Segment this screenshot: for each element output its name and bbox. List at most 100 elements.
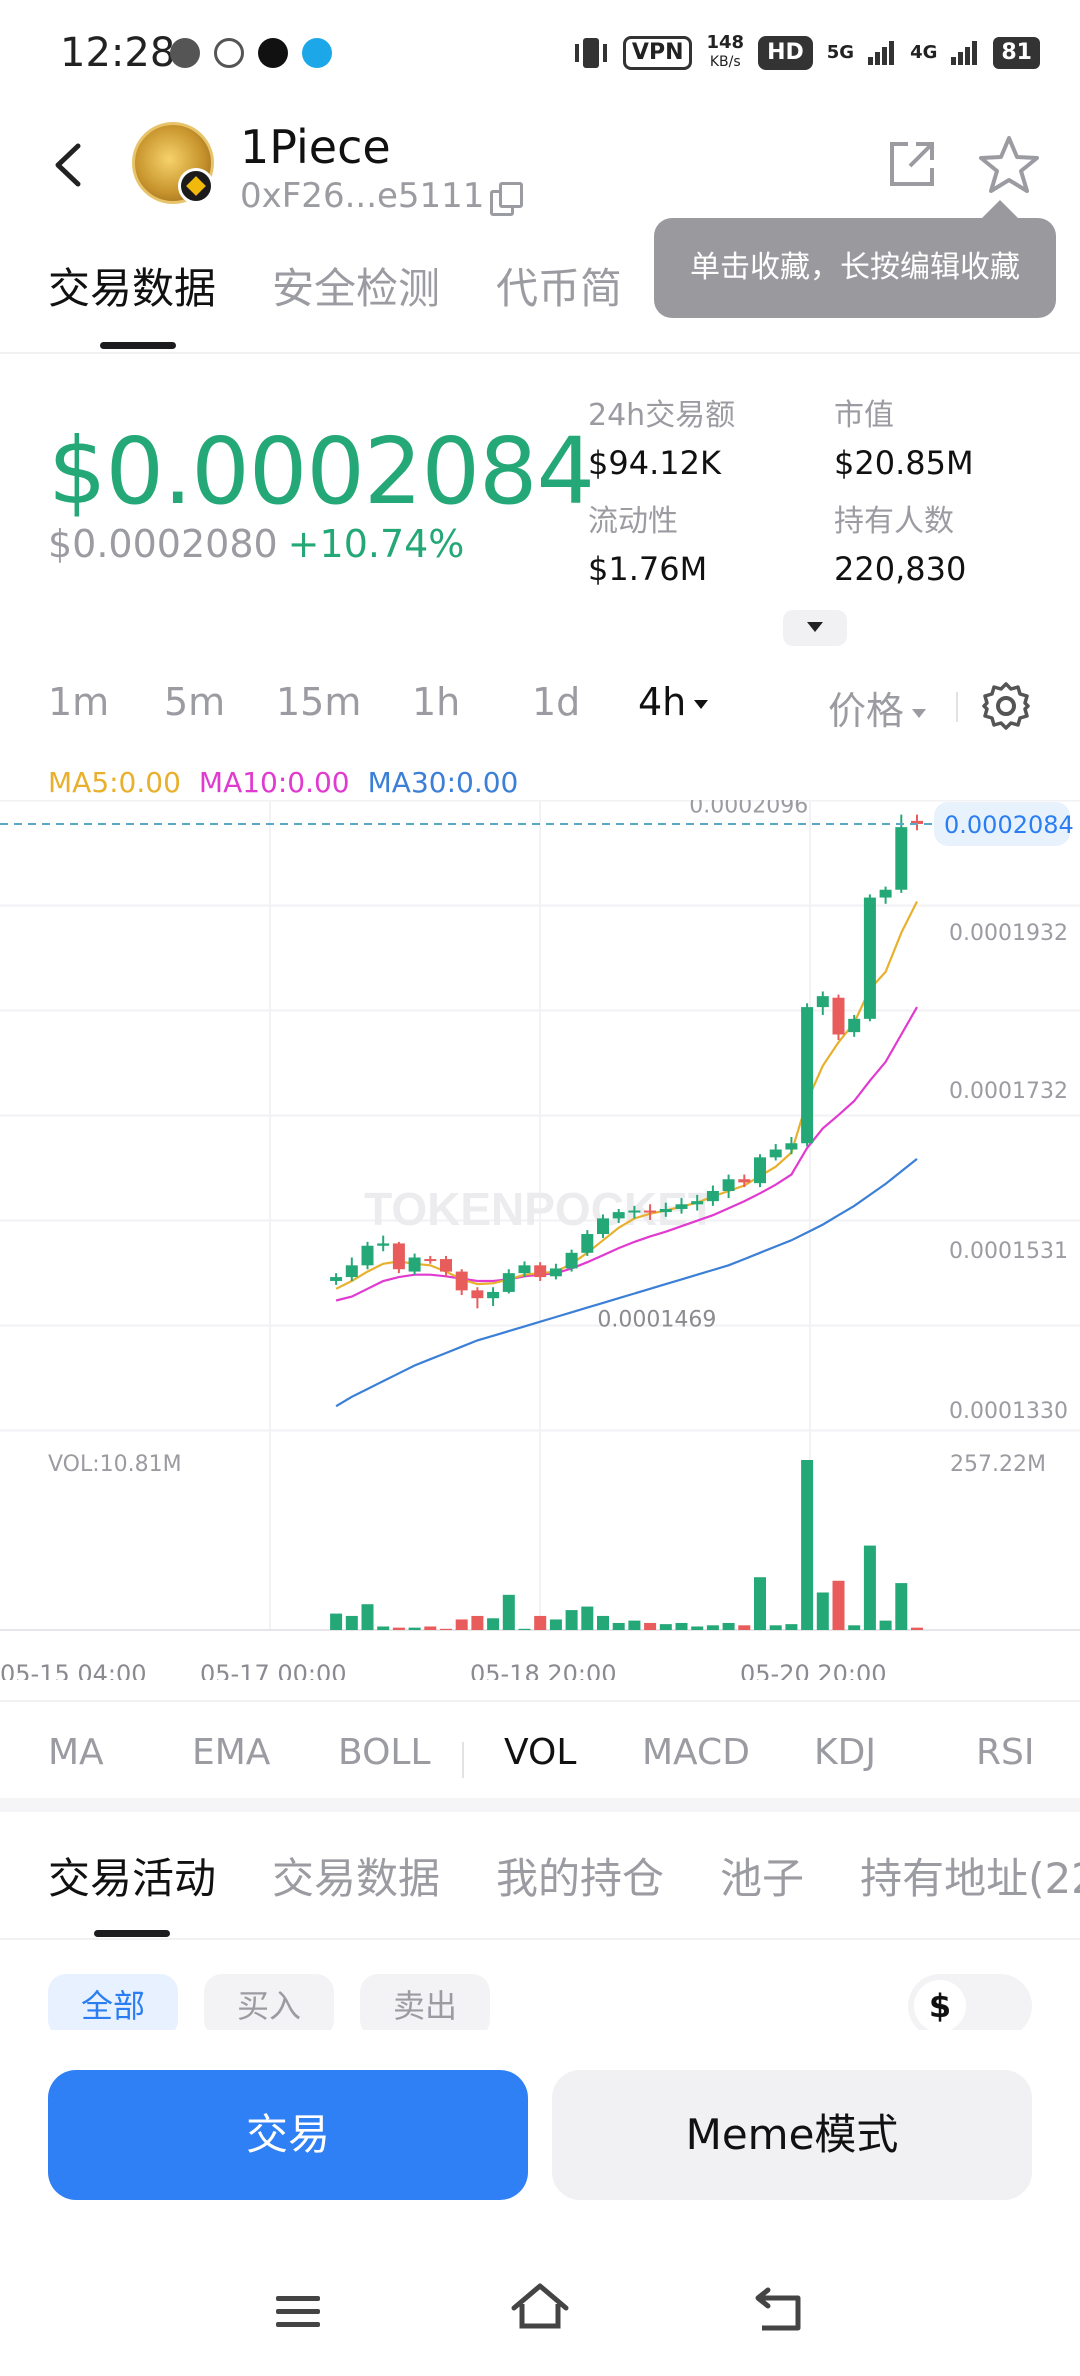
stat-mcap-label: 市值 bbox=[834, 398, 894, 433]
interval-1d[interactable]: 1d bbox=[532, 680, 581, 724]
filter-all[interactable]: 全部 bbox=[48, 1974, 178, 2038]
volume-bar bbox=[408, 1627, 421, 1630]
indicator-selector: MA EMA BOLL VOL MACD KDJ RSI bbox=[0, 1700, 1080, 1810]
activity-tabs: 交易活动 交易数据 我的持仓 池子 持有地址(22 bbox=[48, 1845, 1080, 1905]
tab-token-intro[interactable]: 代币简 bbox=[496, 264, 623, 313]
price-chart[interactable]: TOKENPOCKET 0.0002084 0.0002096 0.000146… bbox=[0, 800, 1080, 1680]
x-tick-label: 05-20 20:00 bbox=[740, 1660, 887, 1680]
candle bbox=[644, 1210, 657, 1213]
back-icon[interactable] bbox=[48, 140, 88, 190]
tab-holder-addresses[interactable]: 持有地址(22 bbox=[860, 1854, 1080, 1903]
battery-indicator: 81 bbox=[993, 36, 1040, 69]
candle bbox=[581, 1234, 594, 1253]
candle bbox=[377, 1243, 390, 1246]
ma30-line bbox=[335, 1158, 918, 1408]
tab-security-check[interactable]: 安全检测 bbox=[272, 264, 441, 313]
volume-bar bbox=[706, 1625, 719, 1630]
menu-icon[interactable] bbox=[274, 2292, 322, 2332]
candle bbox=[832, 997, 845, 1035]
indicator-kdj[interactable]: KDJ bbox=[814, 1732, 876, 1773]
indicator-ma[interactable]: MA bbox=[48, 1732, 104, 1773]
ma-lines bbox=[335, 901, 918, 1408]
tab-pool[interactable]: 池子 bbox=[720, 1854, 805, 1903]
volume-bar bbox=[659, 1624, 672, 1630]
interval-15m[interactable]: 15m bbox=[276, 680, 362, 724]
stat-mcap-value: $20.85M bbox=[834, 444, 974, 482]
candle bbox=[659, 1208, 672, 1213]
price-change-row: $0.0002080 +10.74% bbox=[48, 522, 464, 566]
tokenpocket-icon bbox=[258, 38, 288, 68]
ma30-legend: MA30:0.00 bbox=[367, 766, 519, 799]
volume-bar bbox=[911, 1627, 923, 1630]
volume-bar bbox=[361, 1604, 374, 1630]
volume-bar bbox=[455, 1619, 468, 1630]
volume-bar bbox=[832, 1580, 845, 1630]
favorite-star-icon[interactable] bbox=[978, 134, 1040, 196]
divider bbox=[0, 1938, 1080, 1940]
candle bbox=[455, 1271, 468, 1291]
tab-trading-data[interactable]: 交易数据 bbox=[48, 264, 217, 313]
tab-trade-data[interactable]: 交易数据 bbox=[272, 1854, 441, 1903]
filter-sell[interactable]: 卖出 bbox=[360, 1974, 490, 2038]
candles bbox=[330, 814, 923, 1309]
candle bbox=[597, 1218, 609, 1235]
expand-stats-toggle[interactable] bbox=[783, 610, 847, 646]
interval-5m[interactable]: 5m bbox=[164, 680, 226, 724]
candle bbox=[911, 820, 923, 824]
volume-bar bbox=[675, 1622, 688, 1630]
copy-icon[interactable] bbox=[490, 182, 524, 216]
status-right: VPN 148 KB/s HD 5G 4G 81 bbox=[573, 34, 1040, 71]
trade-button[interactable]: 交易 bbox=[48, 2070, 528, 2200]
top-tabs: 交易数据 安全检测 代币简 bbox=[48, 255, 622, 315]
candle bbox=[408, 1257, 421, 1272]
volume-bar bbox=[471, 1615, 484, 1630]
net-speed-unit: KB/s bbox=[709, 54, 741, 70]
currency-toggle[interactable]: $ bbox=[908, 1974, 1032, 2038]
home-icon[interactable] bbox=[510, 2282, 570, 2334]
indicator-vol[interactable]: VOL bbox=[504, 1732, 577, 1773]
tab-my-holdings[interactable]: 我的持仓 bbox=[496, 1854, 665, 1903]
back-nav-icon[interactable] bbox=[752, 2286, 808, 2336]
volume-max-label: 257.22M bbox=[950, 1452, 1046, 1477]
candle bbox=[440, 1259, 452, 1272]
filter-buy[interactable]: 买入 bbox=[204, 1974, 334, 2038]
candle bbox=[361, 1245, 374, 1266]
candle bbox=[628, 1210, 641, 1213]
tab-trade-activity[interactable]: 交易活动 bbox=[48, 1854, 217, 1903]
candle bbox=[487, 1291, 500, 1299]
share-icon[interactable] bbox=[886, 138, 938, 190]
meme-mode-button[interactable]: Meme模式 bbox=[552, 2070, 1032, 2200]
notification-icons bbox=[170, 38, 332, 68]
indicator-rsi[interactable]: RSI bbox=[976, 1732, 1035, 1773]
candle bbox=[706, 1190, 719, 1202]
candle bbox=[879, 889, 892, 898]
interval-1h[interactable]: 1h bbox=[412, 680, 461, 724]
network-5g: 5G bbox=[826, 41, 855, 63]
net-speed: 148 KB/s bbox=[706, 34, 744, 71]
signal-icon bbox=[868, 40, 895, 65]
candle bbox=[534, 1265, 547, 1278]
indicator-macd[interactable]: MACD bbox=[642, 1732, 750, 1773]
price-selector-label: 价格 bbox=[828, 689, 905, 733]
price-selector[interactable]: 价格 bbox=[828, 680, 927, 735]
indicator-boll[interactable]: BOLL bbox=[338, 1732, 431, 1773]
volume-bar bbox=[345, 1615, 358, 1630]
volume-bars bbox=[330, 1460, 923, 1630]
interval-4h-label: 4h bbox=[638, 680, 687, 724]
candle bbox=[424, 1259, 437, 1262]
chevron-down-icon bbox=[694, 700, 709, 709]
token-address[interactable]: 0xF26...e5111 bbox=[240, 176, 524, 216]
ma5-line bbox=[335, 901, 918, 1290]
wechat-icon bbox=[170, 38, 200, 68]
candle bbox=[816, 996, 829, 1008]
volume-bar bbox=[785, 1624, 798, 1630]
volume-bar bbox=[330, 1613, 343, 1630]
token-name: 1Piece bbox=[240, 120, 391, 174]
gear-icon[interactable] bbox=[980, 680, 1032, 732]
net-speed-value: 148 bbox=[706, 32, 745, 53]
token-header: 1Piece 0xF26...e5111 bbox=[0, 110, 1080, 230]
status-time: 12:28 bbox=[60, 30, 176, 76]
interval-1m[interactable]: 1m bbox=[48, 680, 110, 724]
interval-4h[interactable]: 4h bbox=[638, 680, 709, 724]
indicator-ema[interactable]: EMA bbox=[192, 1732, 271, 1773]
